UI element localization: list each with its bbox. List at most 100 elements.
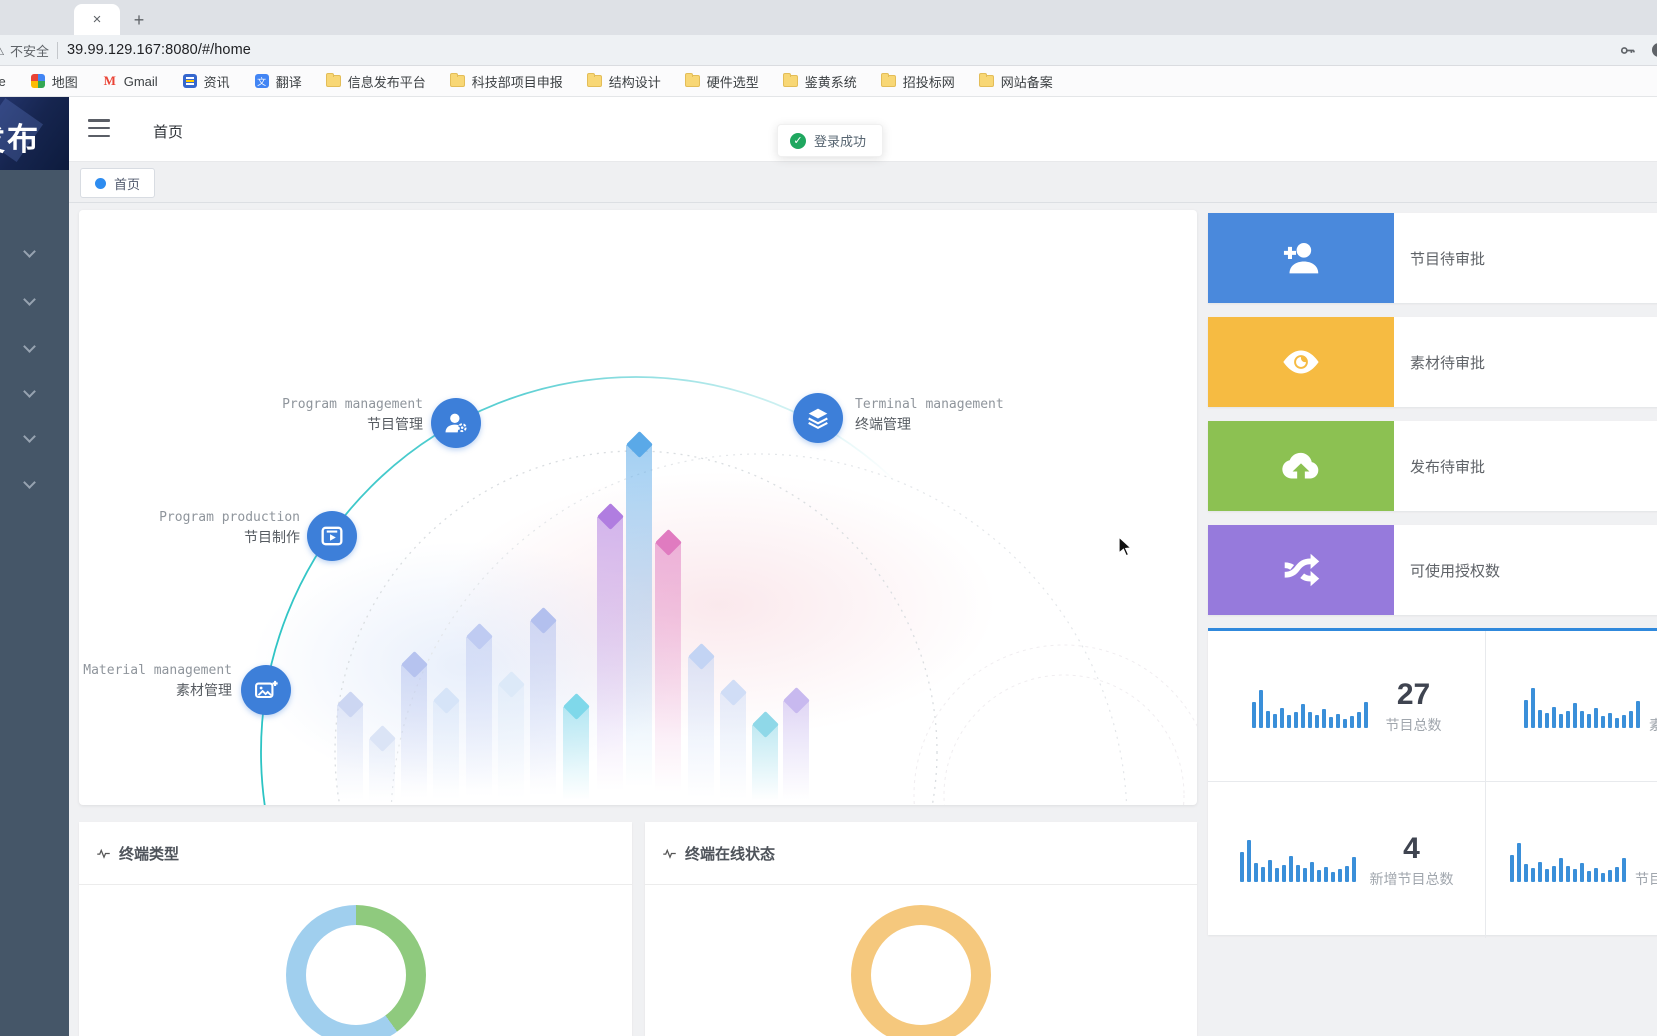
stat-cell-program-total-2: 节目总数 [1486, 782, 1657, 938]
bookmark-item[interactable]: 科技部项目申报 [450, 72, 563, 91]
nav-node-program-production[interactable] [307, 511, 357, 561]
shuffle-icon [1284, 553, 1320, 587]
chevron-down-icon[interactable] [23, 340, 36, 353]
bookmark-item[interactable]: ube [0, 74, 6, 89]
bookmark-label: 鉴黄系统 [804, 74, 857, 90]
news-favicon [182, 74, 197, 88]
bookmark-item[interactable]: 结构设计 [587, 72, 661, 91]
nav-node-terminal-management[interactable] [793, 393, 843, 443]
stats-summary-panel: 27 节目总数 素材总数 4 新增节目总数 节目总数 [1208, 628, 1657, 938]
bookmark-item[interactable]: 招投标网 [881, 72, 955, 91]
chevron-down-icon[interactable] [23, 385, 36, 398]
row-available-licenses[interactable]: 可使用授权数 [1208, 525, 1657, 615]
eye-icon [1283, 350, 1319, 374]
bookmark-label: 硬件选型 [706, 74, 759, 90]
image-plus-icon [255, 680, 278, 699]
panel-title: 终端类型 [119, 845, 180, 863]
omnibox-divider [57, 42, 58, 59]
bookmark-item[interactable]: 网站备案 [979, 72, 1053, 91]
chevron-down-icon[interactable] [23, 430, 36, 443]
toast-message: 登录成功 [814, 134, 867, 149]
decorative-bar [498, 685, 524, 805]
bookmark-item[interactable]: 硬件选型 [685, 72, 759, 91]
bookmark-label: 资讯 [203, 74, 230, 90]
security-warning-icon: ⚠ [0, 43, 5, 59]
decorative-bar [466, 637, 492, 805]
app-page: 发布 首页 ✓ 登录成功 首页 [0, 97, 1657, 1036]
approval-label: 可使用授权数 [1410, 562, 1501, 580]
tab-home[interactable]: 首页 [80, 168, 156, 198]
bookmark-item[interactable]: 地图 [30, 72, 78, 91]
security-label[interactable]: 不安全 [10, 43, 50, 59]
bookmark-item[interactable]: 信息发布平台 [326, 72, 426, 91]
app-logo[interactable]: 发布 [0, 97, 69, 170]
bookmark-item[interactable]: 资讯 [182, 72, 230, 91]
bookmark-label: 地图 [51, 74, 78, 90]
decorative-bar [688, 657, 714, 805]
chevron-down-icon[interactable] [23, 476, 36, 489]
bookmark-label: 结构设计 [608, 74, 661, 90]
label-program-production: Program production 节目制作 [159, 510, 300, 545]
folder-icon [326, 73, 342, 87]
divider [1208, 781, 1657, 782]
divider [1485, 631, 1486, 938]
row-publish-approval[interactable]: 发布待审批 [1208, 421, 1657, 511]
publish-approval-tile [1208, 421, 1394, 511]
hero-overview-card: Program management 节目管理 Terminal manageme… [79, 210, 1197, 805]
mouse-cursor [1118, 536, 1133, 557]
bookmark-label: ube [0, 74, 6, 89]
approval-label: 发布待审批 [1410, 458, 1486, 476]
stat-label: 素材总数 [1649, 717, 1657, 733]
stat-value: 27 [1396, 678, 1431, 711]
bookmark-item[interactable]: 鉴黄系统 [783, 72, 857, 91]
nav-node-program-management[interactable] [431, 398, 481, 448]
folder-icon [783, 73, 799, 87]
browser-tab[interactable]: × [74, 4, 120, 35]
panel-terminal-type: 终端类型 [79, 822, 632, 1036]
hamburger-menu-icon[interactable] [88, 119, 110, 137]
chevron-down-icon[interactable] [23, 293, 36, 306]
approval-label: 节目待审批 [1410, 250, 1486, 268]
panel-title: 终端在线状态 [685, 845, 776, 863]
pulse-icon [663, 848, 676, 859]
decorative-bar-cluster [79, 210, 1197, 805]
avatar-partial-icon [1652, 43, 1657, 57]
decorative-bar [563, 707, 589, 805]
bookmark-item[interactable]: 文翻译 [254, 72, 302, 91]
bookmark-item[interactable]: M Gmail [102, 73, 158, 89]
chevron-down-icon[interactable] [23, 245, 36, 258]
translate-favicon: 文 [254, 74, 269, 88]
decorative-bar [626, 445, 652, 805]
user-gear-icon [445, 413, 467, 433]
tab-close-icon[interactable]: × [92, 11, 102, 28]
breadcrumb: 首页 [153, 124, 184, 141]
row-material-approval[interactable]: 素材待审批 [1208, 317, 1657, 407]
layers-icon [808, 408, 828, 429]
bookmark-label: Gmail [123, 73, 158, 89]
decorative-bar [530, 621, 556, 805]
decorative-bar [783, 701, 809, 805]
url-field[interactable]: 39.99.129.167:8080/#/home [67, 42, 251, 58]
decorative-bar [752, 725, 778, 805]
login-success-toast: ✓ 登录成功 [777, 124, 883, 157]
stat-cell-program-total: 27 节目总数 [1208, 631, 1485, 781]
bookmark-label: 招投标网 [902, 74, 955, 90]
decorative-bar [655, 543, 681, 805]
maps-favicon [30, 74, 45, 88]
browser-tabstrip: × + [0, 0, 1657, 35]
folder-icon [450, 73, 466, 87]
tag-label: 首页 [114, 176, 141, 192]
tags-view-bar: 首页 [69, 162, 1657, 203]
label-program-management: Program management 节目管理 [282, 397, 423, 432]
new-tab-button[interactable]: + [133, 9, 145, 30]
folder-icon [979, 73, 995, 87]
stat-value [1635, 831, 1657, 867]
nav-node-material-management[interactable] [241, 665, 291, 715]
panel-header: 终端在线状态 [645, 822, 1197, 885]
key-icon[interactable] [1619, 42, 1636, 64]
browser-toolbar: ⚠ 不安全 39.99.129.167:8080/#/home [0, 35, 1657, 66]
stat-label: 节目总数 [1635, 871, 1657, 887]
row-program-approval[interactable]: 节目待审批 [1208, 213, 1657, 303]
success-check-icon: ✓ [790, 132, 806, 149]
cloud-upload-icon [1282, 452, 1319, 479]
